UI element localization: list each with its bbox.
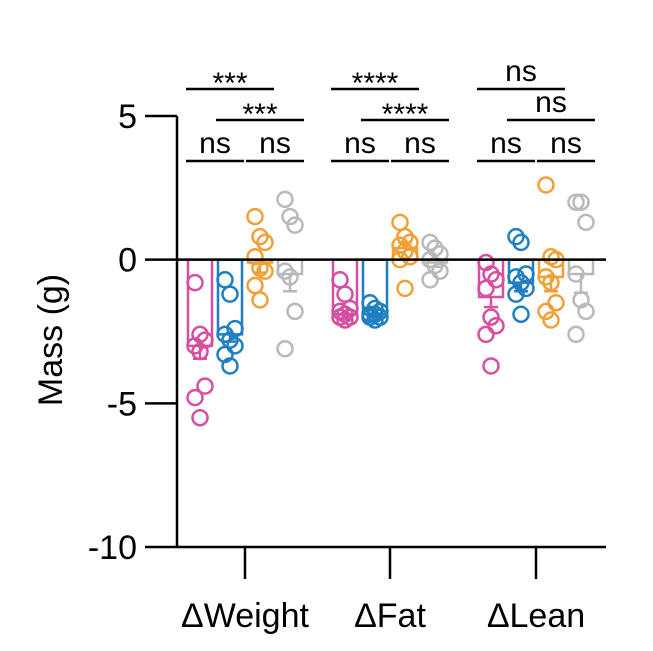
significance-label: ns [259,127,291,160]
data-point [487,317,505,335]
data-point [256,262,274,280]
y-tick-label: 5 [118,98,137,136]
significance-label: ns [490,127,522,160]
data-point [572,193,590,211]
data-point [547,294,565,312]
data-point [537,176,555,194]
data-point [286,302,304,321]
x-tick-label: ΔLean [487,597,585,635]
data-point [401,248,419,266]
significance-label: ns [404,127,436,160]
data-point [281,268,299,286]
data-point [216,325,234,344]
data-point [512,233,530,252]
data-point [191,342,209,361]
data-point [276,339,294,358]
x-tick-label: ΔFat [354,597,426,635]
data-point [477,279,495,298]
y-tick-label: -5 [107,385,137,423]
significance-label: **** [382,98,429,131]
data-point [281,207,299,226]
data-point [216,271,234,289]
significance-label: ns [550,127,582,160]
data-point [276,190,294,209]
significance-label: *** [242,98,277,131]
data-point [221,357,239,375]
data-point [421,233,439,252]
data-point [246,207,264,226]
data-point [221,285,239,303]
data-point [256,233,274,252]
data-point [421,271,439,289]
data-point [286,216,304,234]
data-point [537,268,555,286]
data-point [226,337,244,355]
data-point [507,268,525,286]
significance-label: ns [344,127,376,160]
data-point [331,271,349,289]
data-point [567,325,585,344]
data-point [186,388,204,407]
data-point [196,377,214,395]
data-point [567,265,585,283]
data-point [542,311,560,329]
data-point [482,308,500,326]
data-point [512,305,530,324]
data-point [542,273,560,292]
data-point [507,227,525,246]
axes-layer: 5 0 -5 -10 ΔWeight ΔFat ΔLean [88,98,606,635]
data-point [246,276,264,295]
y-axis-title: Mass (g) [32,274,70,406]
data-point [577,213,595,232]
data-point [567,193,585,211]
y-tick-label: -10 [88,529,137,567]
data-point [366,311,384,329]
data-point [482,357,500,375]
y-tick-label: 0 [118,242,137,280]
data-point [336,285,354,303]
significance-label: *** [212,67,247,100]
data-point [507,285,525,303]
data-point [577,302,595,321]
data-point [517,279,535,298]
data-point [186,273,204,292]
data-point [477,325,495,344]
data-point [537,302,555,321]
x-tick-label: ΔWeight [181,597,309,635]
data-point [391,213,409,232]
significance-label: ns [505,55,537,88]
data-point [336,311,354,329]
data-point [276,262,294,280]
significance-label: **** [352,67,399,100]
significance-label: ns [199,127,231,160]
data-point [191,408,209,427]
significance-label: ns [535,86,567,119]
data-point [487,271,505,289]
data-point [186,337,204,355]
points-layer [186,176,595,427]
data-point [396,279,414,298]
data-point [251,227,269,246]
data-point [431,262,449,280]
data-point [251,291,269,309]
